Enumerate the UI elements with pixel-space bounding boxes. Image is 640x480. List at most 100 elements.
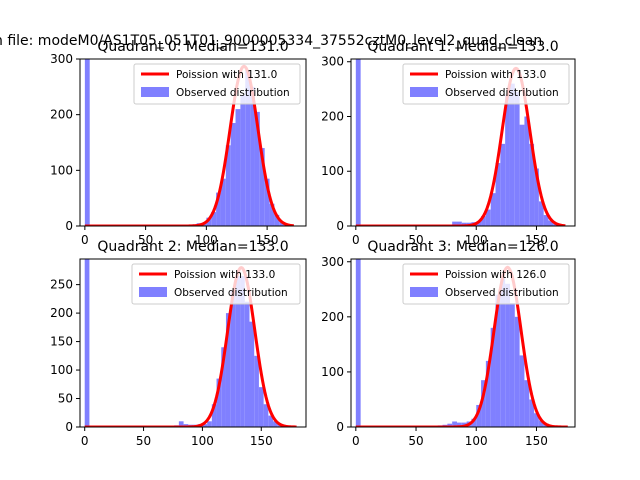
- histogram-bar: [254, 111, 260, 226]
- histogram-bar: [485, 360, 491, 427]
- legend-box: [131, 263, 301, 305]
- legend-hist-swatch: [139, 287, 167, 297]
- x-tick-label: 100: [195, 233, 218, 247]
- legend: Poission with 131.0 Observed distribution: [133, 63, 301, 105]
- legend: Poission with 133.0 Observed distribution: [402, 63, 570, 105]
- histogram-bar: [514, 91, 520, 226]
- histogram-bar: [264, 178, 270, 226]
- quadrant-title: Quadrant 3: Median=126.0: [367, 239, 558, 255]
- histogram-bar: [519, 124, 525, 226]
- quadrant-2-panel: 0 50 100 150 0 50 100 150 200 250 Quadrant 2: Medi…: [50, 239, 307, 448]
- quadrant-title: Quadrant 1: Median=133.0: [367, 39, 558, 55]
- y-tick-label: 200: [321, 310, 344, 324]
- y-tick-label: 0: [336, 420, 344, 434]
- legend-poisson-label: Poission with 126.0: [445, 269, 546, 281]
- figure-suptitle: n file: modeM0/AS1T05_051T01_9000005334_…: [0, 33, 542, 49]
- y-tick-label: 100: [321, 365, 344, 379]
- histogram-bar: [202, 424, 208, 427]
- y-tick-label: 300: [321, 55, 344, 69]
- y-tick-label: 100: [321, 164, 344, 178]
- histogram-bar: [259, 148, 265, 226]
- histogram-bar: [495, 163, 501, 226]
- histogram-bar: [505, 94, 510, 226]
- histogram-bar: [240, 95, 246, 226]
- histogram-bar: [244, 301, 250, 427]
- histogram-bar: [216, 192, 221, 226]
- y-tick-label: 200: [321, 109, 344, 123]
- legend-hist-label: Observed distribution: [176, 87, 290, 99]
- histogram-bar: [534, 168, 539, 226]
- x-tick-label: 100: [465, 434, 488, 448]
- histogram-bar: [235, 276, 241, 427]
- histogram-bar: [258, 387, 264, 427]
- histogram-bar: [225, 145, 231, 226]
- histogram-bar: [220, 178, 226, 226]
- histogram-bar: [274, 214, 280, 226]
- x-tick-label: 150: [250, 434, 273, 448]
- quadrant-title: Quadrant 2: Median=133.0: [97, 239, 288, 255]
- x-tick-label: 50: [408, 434, 423, 448]
- histogram-bar: [178, 421, 184, 427]
- histogram-bar: [476, 404, 482, 427]
- histogram-bar: [355, 59, 361, 226]
- plot-area: [355, 259, 569, 427]
- histogram-bar: [225, 313, 231, 427]
- histogram-bar: [355, 259, 361, 427]
- x-tick-label: 50: [138, 233, 153, 247]
- histogram-bar: [216, 378, 222, 427]
- legend: Poission with 133.0 Observed distribution: [131, 263, 301, 305]
- legend-poisson-label: Poission with 133.0: [174, 269, 275, 281]
- x-tick-label: 0: [352, 434, 360, 448]
- y-tick-label: 50: [58, 392, 73, 406]
- y-tick-label: 150: [50, 335, 73, 349]
- histogram-bar: [490, 327, 496, 427]
- histogram-bar: [538, 420, 544, 427]
- y-tick-label: 100: [50, 363, 73, 377]
- y-tick-label: 100: [50, 163, 73, 177]
- histogram-bar: [84, 259, 90, 427]
- histogram-bar: [456, 422, 462, 427]
- histogram-bar: [230, 290, 236, 427]
- y-tick-label: 300: [50, 52, 73, 66]
- histogram-bar: [476, 221, 482, 226]
- panels: 0 50 100 150 0 100 200 300 Quadrant 0: Median=13…: [50, 39, 576, 448]
- histogram-bar: [529, 143, 535, 226]
- histogram-bar: [509, 303, 515, 427]
- axes-frame: [79, 58, 307, 227]
- quadrant-1-panel: 0 50 100 150 0 100 200 300 Quadrant 1: Median=13…: [321, 39, 576, 247]
- histogram-bar: [524, 116, 530, 226]
- axes-frame: [350, 258, 576, 428]
- legend-hist-label: Observed distribution: [174, 287, 288, 299]
- axes-frame: [350, 58, 576, 227]
- histogram-bar: [500, 143, 506, 226]
- histogram-bar: [235, 109, 241, 226]
- histogram-bar: [500, 278, 506, 427]
- histogram-bar: [263, 404, 269, 427]
- histogram-bar: [230, 123, 236, 226]
- histogram-bar: [524, 380, 530, 427]
- quadrant-0-panel: 0 50 100 150 0 100 200 300 Quadrant 0: Median=13…: [50, 39, 307, 247]
- histogram-bar: [452, 221, 457, 226]
- histogram-bar: [509, 83, 515, 226]
- legend-poisson-label: Poission with 133.0: [445, 69, 546, 81]
- histogram-bar: [249, 321, 255, 427]
- legend-poisson-label: Poission with 131.0: [176, 69, 277, 81]
- histogram-bar: [514, 316, 520, 427]
- legend-hist-label: Observed distribution: [445, 87, 559, 99]
- y-tick-label: 200: [50, 306, 73, 320]
- histogram-bar: [485, 209, 491, 226]
- histogram-bar: [273, 421, 278, 427]
- histogram-bar: [84, 59, 90, 226]
- histogram-bar: [211, 212, 217, 226]
- histogram-bar: [207, 421, 212, 427]
- x-tick-label: 150: [525, 434, 548, 448]
- histogram-bar: [211, 404, 217, 427]
- x-tick-label: 150: [256, 233, 279, 247]
- legend-hist-swatch: [410, 87, 438, 97]
- y-tick-label: 300: [321, 255, 344, 269]
- y-tick-label: 200: [50, 108, 73, 122]
- histogram-bar: [268, 415, 274, 427]
- legend: Poission with 126.0 Observed distribution: [402, 263, 570, 305]
- y-tick-label: 250: [50, 278, 73, 292]
